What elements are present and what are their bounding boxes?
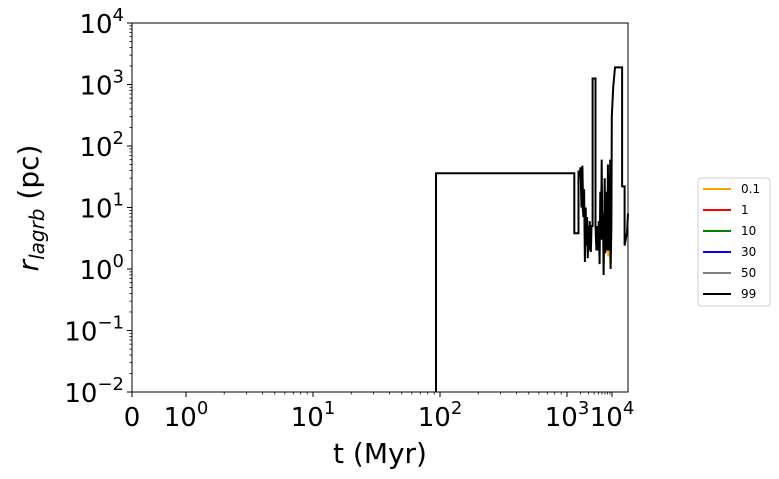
y-tick-label: 100 <box>79 251 124 286</box>
x-tick-label: 102 <box>418 398 463 433</box>
x-tick-label: 100 <box>164 398 209 433</box>
legend-label: 0.1 <box>741 182 760 196</box>
y-axis-label-unit: (pc) <box>12 145 45 209</box>
legend-label: 10 <box>741 224 756 238</box>
legend-label: 50 <box>741 266 756 280</box>
legend-label: 30 <box>741 245 756 259</box>
y-tick-label: 102 <box>79 128 124 163</box>
x-tick-label: 0 <box>124 403 141 433</box>
plot-frame <box>131 22 629 393</box>
legend-label: 1 <box>741 203 749 217</box>
y-tick-label: 103 <box>79 67 124 102</box>
x-axis-label: t (Myr) <box>333 437 427 470</box>
legend-frame <box>697 177 771 307</box>
x-tick-label: 101 <box>291 398 336 433</box>
legend-label: 99 <box>741 287 756 301</box>
legend: 0.1 1 10 30 50 99 <box>697 177 771 307</box>
y-tick-label: 101 <box>79 190 124 225</box>
y-tick-label: 10−1 <box>64 313 124 348</box>
y-axis-label-sub: lagrb <box>25 208 49 259</box>
y-axis-label: rlagrb (pc) <box>12 145 49 272</box>
series-line-99 <box>435 66 629 392</box>
y-tick-label: 10−2 <box>64 374 124 409</box>
x-tick-label: 104 <box>590 398 635 433</box>
plot-lines <box>435 66 629 392</box>
y-tick-label: 104 <box>79 5 124 40</box>
x-tick-label: 103 <box>545 398 590 433</box>
y-axis-label-main: r <box>12 258 45 271</box>
